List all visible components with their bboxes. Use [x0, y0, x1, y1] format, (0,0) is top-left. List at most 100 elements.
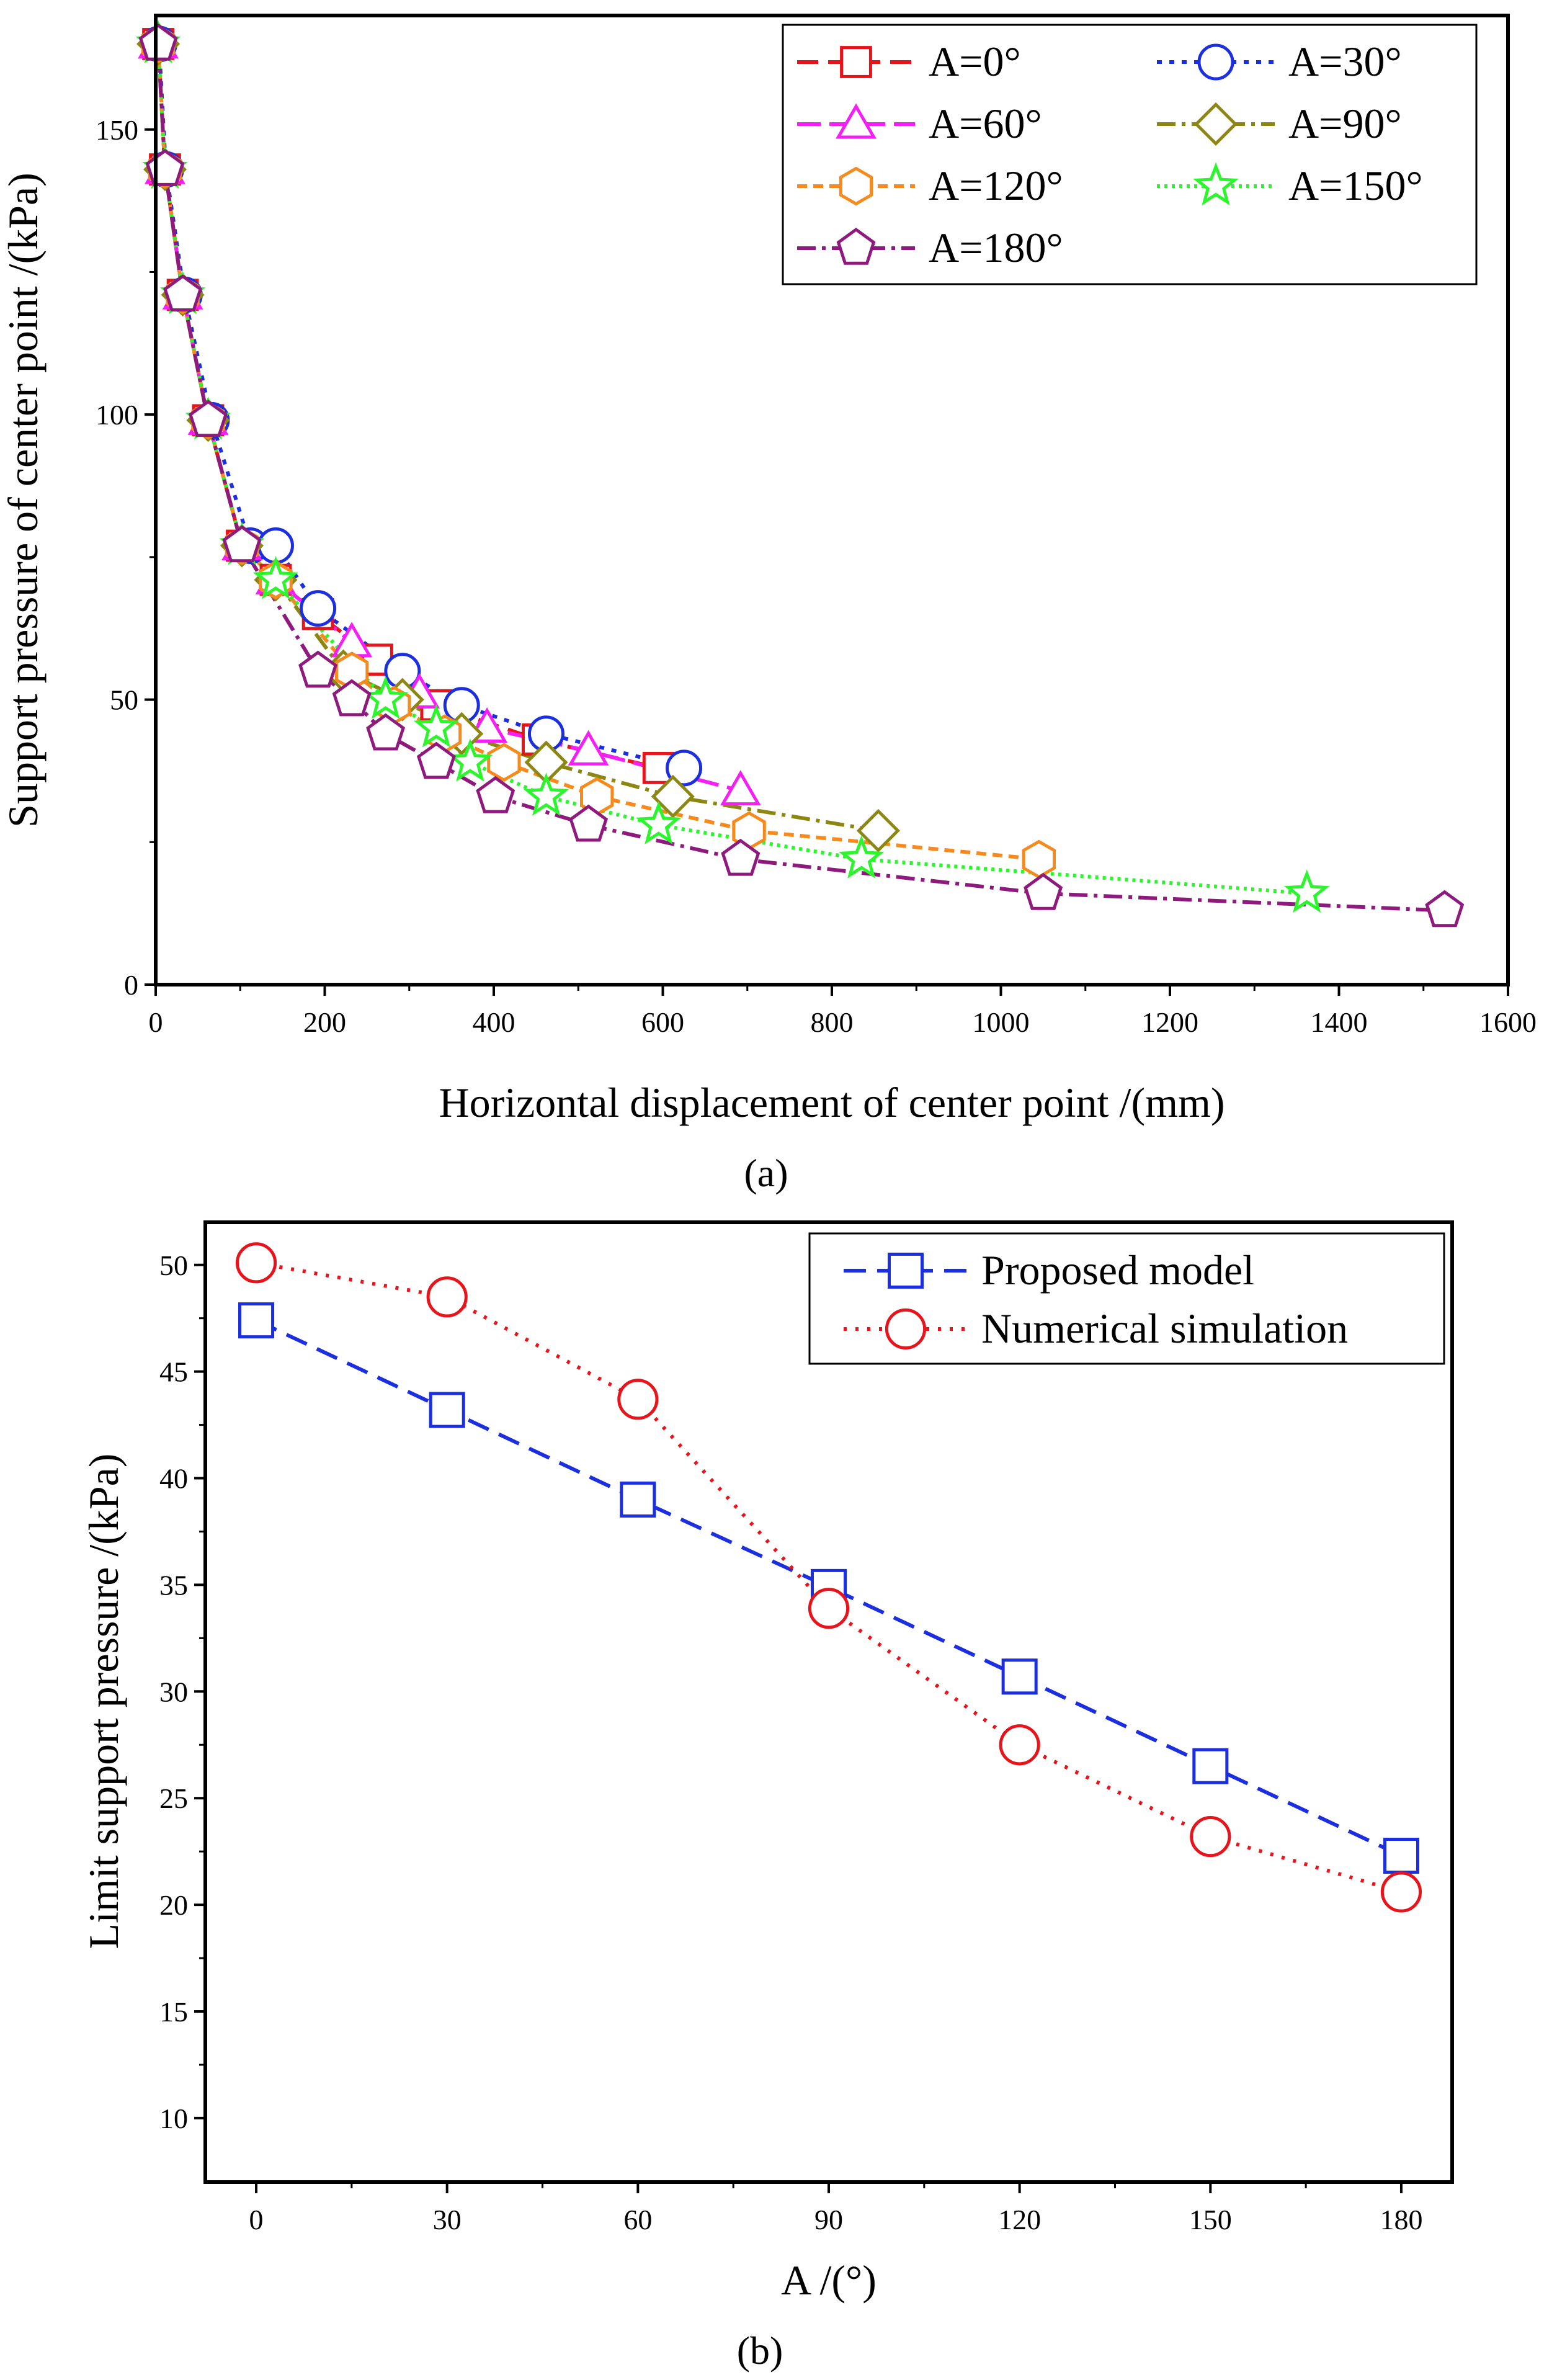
legend-marker-2 — [1197, 43, 1234, 81]
y-tick-label: 50 — [110, 684, 138, 716]
panel-a-chart: 0 200 400 600 800 1000 1200 1400 1600 0 50 100 150 H… — [0, 14, 1537, 1195]
legend-label-6: A=150° — [1288, 162, 1423, 209]
legend-marker-3 — [836, 103, 877, 139]
data-point-series-7 — [416, 741, 456, 779]
data-point-series-6 — [1284, 869, 1330, 913]
data-point-series-4 — [651, 774, 695, 818]
legend-marker-2 — [885, 1308, 927, 1350]
x-tick-label: 1200 — [1141, 1006, 1198, 1038]
x-tick-label: 400 — [473, 1006, 515, 1038]
x-tick-label: 1000 — [973, 1006, 1030, 1038]
data-point-series-2 — [617, 1379, 659, 1420]
legend-label-1: Proposed model — [981, 1246, 1254, 1294]
series-line-3 — [156, 43, 741, 793]
data-point-series-7 — [1024, 872, 1063, 910]
x-tick-label: 1400 — [1311, 1006, 1368, 1038]
y-tick-label: 50 — [159, 1250, 188, 1281]
panel-a-axes-ticks: 0 200 400 600 800 1000 1200 1400 1600 0 50 100 150 — [96, 114, 1537, 1038]
legend-label-3: A=60° — [929, 100, 1042, 147]
data-point-series-2 — [999, 1724, 1040, 1766]
data-point-series-1 — [1001, 1658, 1038, 1695]
panel-a-legend-frame — [782, 24, 1478, 285]
data-point-series-6 — [252, 556, 299, 599]
data-point-series-7 — [138, 23, 178, 61]
panel-b-chart: 0 30 60 90 120 150 180 10 15 20 25 30 35 40 45 50 A /(°… — [80, 1220, 1454, 2373]
y-tick-label: 10 — [159, 2103, 188, 2134]
data-point-series-6 — [523, 772, 569, 816]
panel-a-x-axis-title: Horizontal displacement of center point … — [439, 1079, 1225, 1126]
legend-marker-1 — [887, 1252, 924, 1289]
data-point-series-2 — [300, 590, 337, 627]
data-point-series-1 — [238, 1302, 275, 1339]
data-point-series-6 — [447, 738, 493, 782]
data-point-series-7 — [476, 776, 515, 813]
x-tick-label: 200 — [303, 1006, 346, 1038]
x-tick-label: 120 — [998, 2204, 1041, 2235]
data-point-series-7 — [366, 713, 406, 751]
panel-b-plot-frame — [203, 1220, 1454, 2184]
x-tick-label: 0 — [149, 1006, 163, 1038]
data-point-series-3 — [568, 730, 609, 766]
data-point-series-1 — [620, 1481, 656, 1518]
data-point-series-5 — [487, 743, 521, 782]
x-tick-label: 150 — [1189, 2204, 1232, 2235]
legend-label-2: A=30° — [1288, 38, 1402, 85]
data-point-series-1 — [1192, 1748, 1229, 1784]
series-line-2 — [157, 43, 685, 770]
y-tick-label: 150 — [96, 114, 138, 146]
data-point-series-7 — [188, 400, 228, 437]
panel-b-y-axis-title: Limit support pressure /(kPa) — [80, 1454, 127, 1949]
data-point-series-7 — [222, 525, 262, 563]
y-tick-label: 20 — [159, 1889, 188, 1921]
series-line-7 — [156, 43, 1445, 913]
panel-b-axes-ticks: 0 30 60 90 120 150 180 10 15 20 25 30 35 40 45 50 — [159, 1250, 1422, 2235]
data-point-series-1 — [1383, 1838, 1419, 1874]
data-point-series-2 — [426, 1276, 468, 1318]
legend-marker-5 — [839, 166, 873, 206]
data-point-series-2 — [235, 1242, 277, 1284]
x-tick-label: 180 — [1380, 2204, 1422, 2235]
y-tick-label: 100 — [96, 399, 138, 431]
panel-b-label: (b) — [737, 2329, 783, 2373]
legend-label-2: Numerical simulation — [981, 1305, 1348, 1352]
legend-label-4: A=90° — [1288, 100, 1402, 147]
data-point-series-1 — [429, 1392, 465, 1428]
data-point-series-7 — [332, 679, 372, 717]
y-tick-label: 30 — [159, 1676, 188, 1707]
y-tick-label: 25 — [159, 1783, 188, 1814]
x-tick-label: 0 — [249, 2204, 264, 2235]
y-tick-label: 35 — [159, 1569, 188, 1601]
data-point-series-6 — [362, 676, 409, 719]
y-tick-label: 40 — [159, 1463, 188, 1495]
x-tick-label: 1600 — [1479, 1006, 1537, 1038]
legend-marker-1 — [840, 46, 872, 78]
x-tick-label: 90 — [814, 2204, 843, 2235]
data-point-series-2 — [1190, 1815, 1231, 1858]
legend-label-1: A=0° — [929, 38, 1021, 85]
panel-b-x-axis-title: A /(°) — [781, 2257, 877, 2304]
x-tick-label: 60 — [623, 2204, 652, 2235]
data-point-series-7 — [298, 650, 338, 688]
data-point-series-7 — [163, 274, 203, 311]
y-tick-label: 45 — [159, 1356, 188, 1388]
data-point-series-2 — [1380, 1871, 1422, 1913]
data-point-series-2 — [808, 1588, 850, 1629]
legend-marker-4 — [1193, 102, 1238, 146]
x-tick-label: 30 — [433, 2204, 462, 2235]
x-tick-label: 800 — [811, 1006, 854, 1038]
data-point-series-6 — [413, 704, 459, 748]
panel-b-legend: Proposed model Numerical simulation — [808, 1232, 1445, 1365]
series-line-4 — [156, 43, 879, 833]
data-point-series-7 — [569, 804, 609, 842]
panel-a-series-layer — [135, 20, 1465, 928]
x-tick-label: 600 — [641, 1006, 684, 1038]
data-point-series-6 — [839, 835, 885, 879]
data-point-series-2 — [666, 749, 703, 787]
data-point-series-7 — [721, 838, 761, 876]
data-point-series-6 — [636, 801, 682, 844]
panel-a-y-axis-title: Support pressure of center point /(kPa) — [0, 172, 47, 828]
y-tick-label: 15 — [159, 1996, 188, 2028]
legend-label-7: A=180° — [929, 224, 1063, 271]
legend-label-5: A=120° — [929, 162, 1063, 209]
